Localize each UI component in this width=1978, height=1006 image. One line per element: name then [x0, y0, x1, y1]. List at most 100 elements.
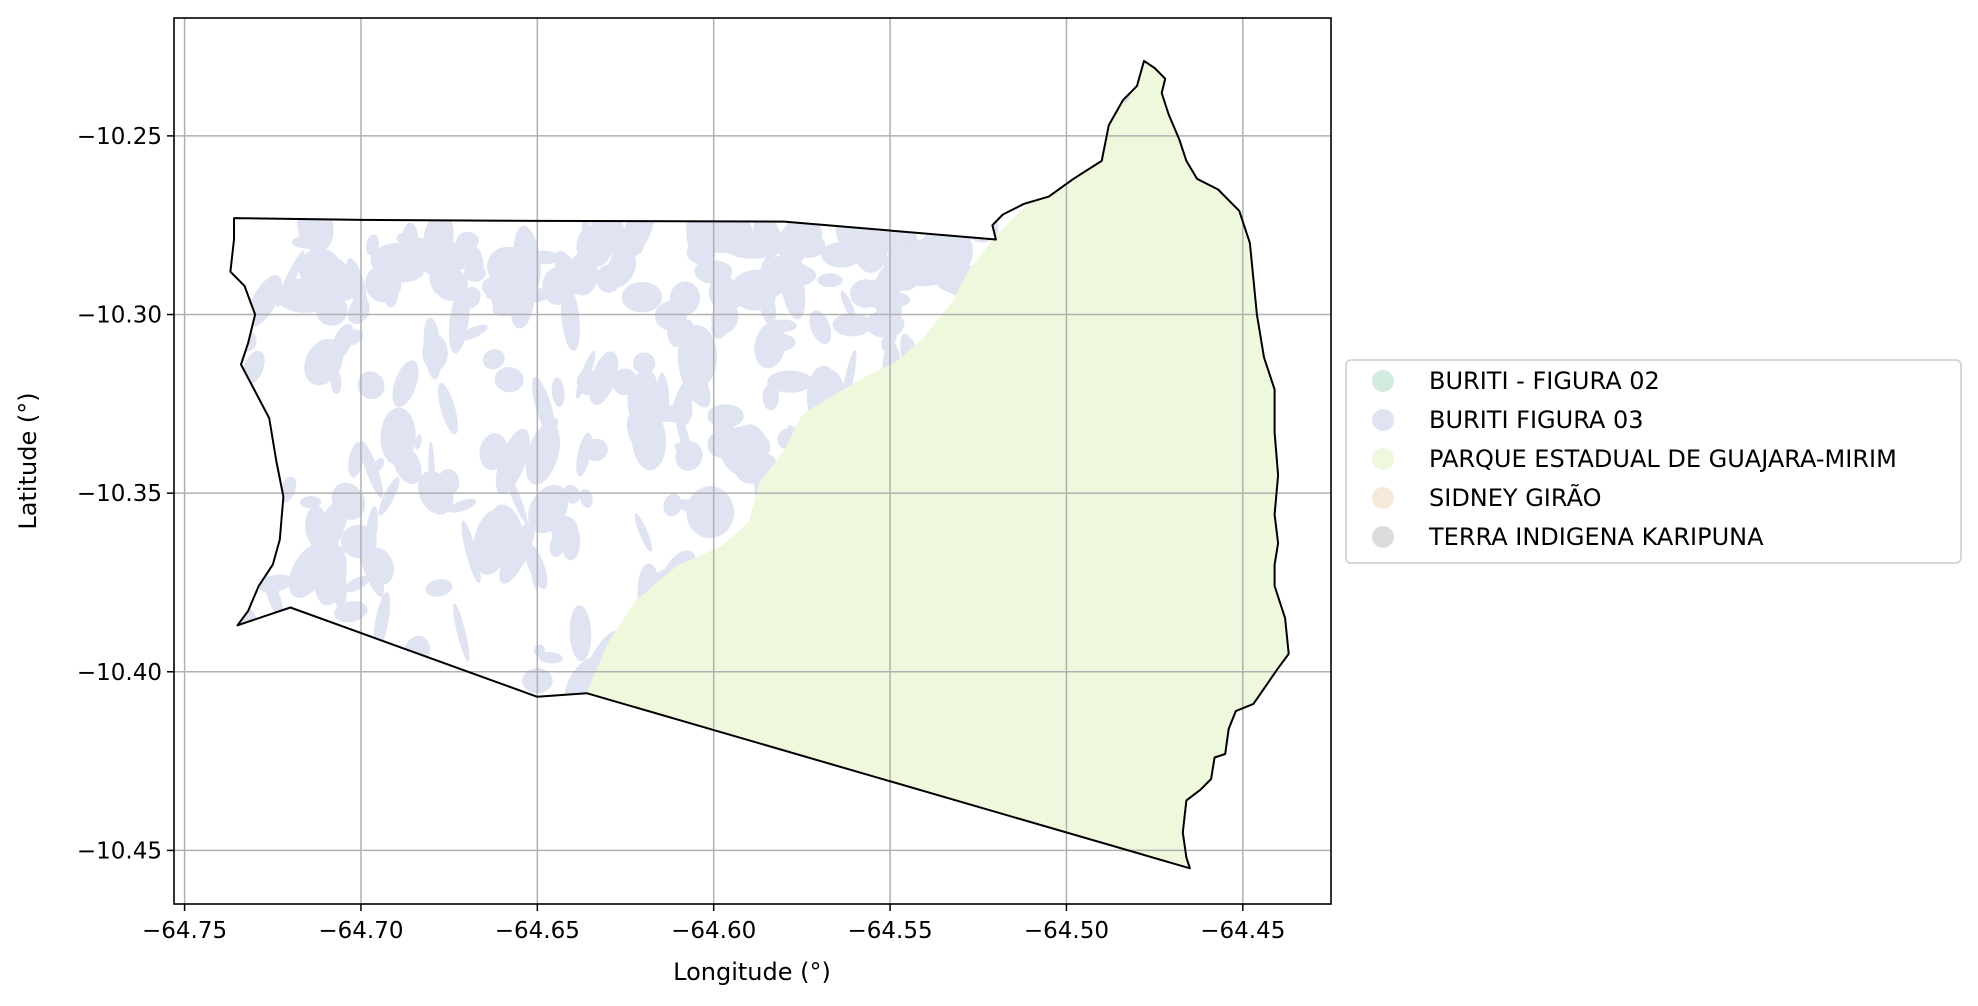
wetland-patch	[674, 442, 704, 457]
legend-label: TERRA INDIGENA KARIPUNA	[1428, 523, 1764, 551]
wetland-patch	[540, 417, 559, 455]
wetland-patch	[621, 282, 663, 313]
wetland-patch	[334, 601, 368, 623]
y-axis-ticks: −10.25 −10.30 −10.35 −10.40 −10.45	[77, 124, 174, 864]
wetland-patch	[425, 579, 453, 597]
wetland-patch	[336, 329, 364, 347]
wetland-patch	[299, 496, 322, 509]
wetland-patch	[817, 273, 843, 288]
wetland-patch	[473, 509, 511, 575]
y-tick-label: −10.45	[77, 838, 162, 864]
wetland-patch	[379, 267, 401, 281]
wetland-patch	[494, 367, 524, 393]
wetland-patch	[373, 592, 391, 651]
legend-frame	[1345, 359, 1962, 564]
x-tick-label: −64.45	[1200, 918, 1285, 944]
wetland-patch	[331, 482, 366, 520]
wetland-patch	[437, 382, 458, 435]
wetland-patch	[298, 248, 341, 289]
wetland-patch	[414, 434, 422, 450]
wetland-patch	[423, 317, 442, 380]
wetland-patch	[481, 275, 511, 298]
wetland-patch	[392, 360, 419, 408]
wetland-patch	[561, 522, 581, 561]
wetland-patch	[767, 319, 797, 333]
wetland-patch	[876, 266, 902, 303]
wetland-patch	[345, 575, 370, 592]
wetland-patch	[461, 520, 481, 584]
wetland-patch	[561, 286, 580, 351]
grid-lines	[174, 18, 1331, 904]
wetland-patch	[494, 261, 538, 283]
wetland-patch	[686, 486, 735, 539]
legend-marker	[1372, 409, 1394, 431]
wetland-patch	[360, 440, 384, 498]
wetland-patch	[766, 255, 804, 278]
wetland-patch	[305, 505, 328, 547]
legend-label: SIDNEY GIRÃO	[1429, 482, 1601, 512]
wetland-patch	[393, 416, 413, 429]
wetland-patch	[340, 524, 377, 559]
wetland-patch	[832, 313, 872, 337]
wetland-patch	[541, 495, 560, 516]
wetland-patch	[840, 290, 856, 321]
wetland-patch	[499, 522, 535, 584]
wetland-patch	[482, 349, 505, 370]
x-tick-label: −64.55	[848, 918, 933, 944]
wetland-patch	[730, 424, 769, 484]
wetland-patch	[428, 441, 435, 495]
wetland-patch	[542, 267, 573, 306]
wetland-patch	[364, 547, 395, 586]
legend: BURITI - FIGURA 02 BURITI FIGURA 03 PARQUE…	[1345, 359, 1962, 564]
x-tick-label: −64.60	[671, 918, 756, 944]
wetland-patch	[577, 235, 605, 264]
wetland-patch	[854, 228, 888, 273]
wetland-patch	[791, 233, 826, 258]
wetland-patch	[655, 300, 688, 331]
wetland-patch	[347, 297, 370, 325]
x-axis-label: Longitude (°)	[673, 958, 831, 986]
wetland-patch	[456, 324, 488, 342]
wetland-patch	[334, 570, 347, 611]
wetland-patch	[921, 232, 946, 253]
wetland-patch	[357, 371, 385, 400]
legend-marker	[1372, 487, 1394, 509]
plot-frame	[173, 17, 1332, 905]
wetland-patch	[605, 232, 644, 259]
y-tick-label: −10.40	[77, 660, 162, 686]
wetland-patch	[735, 284, 776, 311]
legend-marker	[1372, 370, 1394, 392]
wetland-patch	[761, 333, 796, 352]
wetland-patch	[821, 242, 862, 268]
legend-label: BURITI FIGURA 03	[1429, 406, 1644, 434]
wetland-patch	[569, 605, 592, 662]
wetland-patch	[576, 369, 599, 396]
wetland-patch	[288, 544, 328, 598]
legend-label: BURITI - FIGURA 02	[1429, 367, 1660, 395]
wetland-patch	[663, 493, 682, 517]
wetland-patch	[809, 310, 832, 345]
wetland-patch	[680, 319, 697, 373]
wetland-patch	[300, 556, 321, 569]
boundary-fill-group	[230, 60, 1289, 869]
legend-label: PARQUE ESTADUAL DE GUAJARA-MIRIM	[1429, 445, 1897, 473]
map-fill-layer	[230, 60, 1289, 869]
wetland-patch	[429, 258, 458, 297]
wetland-patch	[866, 310, 905, 338]
legend-marker	[1372, 448, 1394, 470]
wetland-patch	[767, 370, 813, 393]
legend-marker	[1372, 526, 1394, 548]
wetland-patch	[595, 264, 622, 293]
wetland-patch	[378, 477, 400, 516]
wetland-patch	[495, 428, 530, 495]
y-axis-label: Latitude (°)	[14, 392, 42, 529]
y-tick-label: −10.25	[77, 124, 162, 150]
x-tick-label: −64.50	[1024, 918, 1109, 944]
x-tick-label: −64.65	[495, 918, 580, 944]
wetland-patch	[583, 438, 608, 461]
x-tick-label: −64.70	[318, 918, 403, 944]
wetland-patch	[538, 652, 563, 664]
wetland-patch	[257, 287, 267, 303]
x-tick-label: −64.75	[142, 918, 227, 944]
wetland-patch	[291, 235, 330, 249]
